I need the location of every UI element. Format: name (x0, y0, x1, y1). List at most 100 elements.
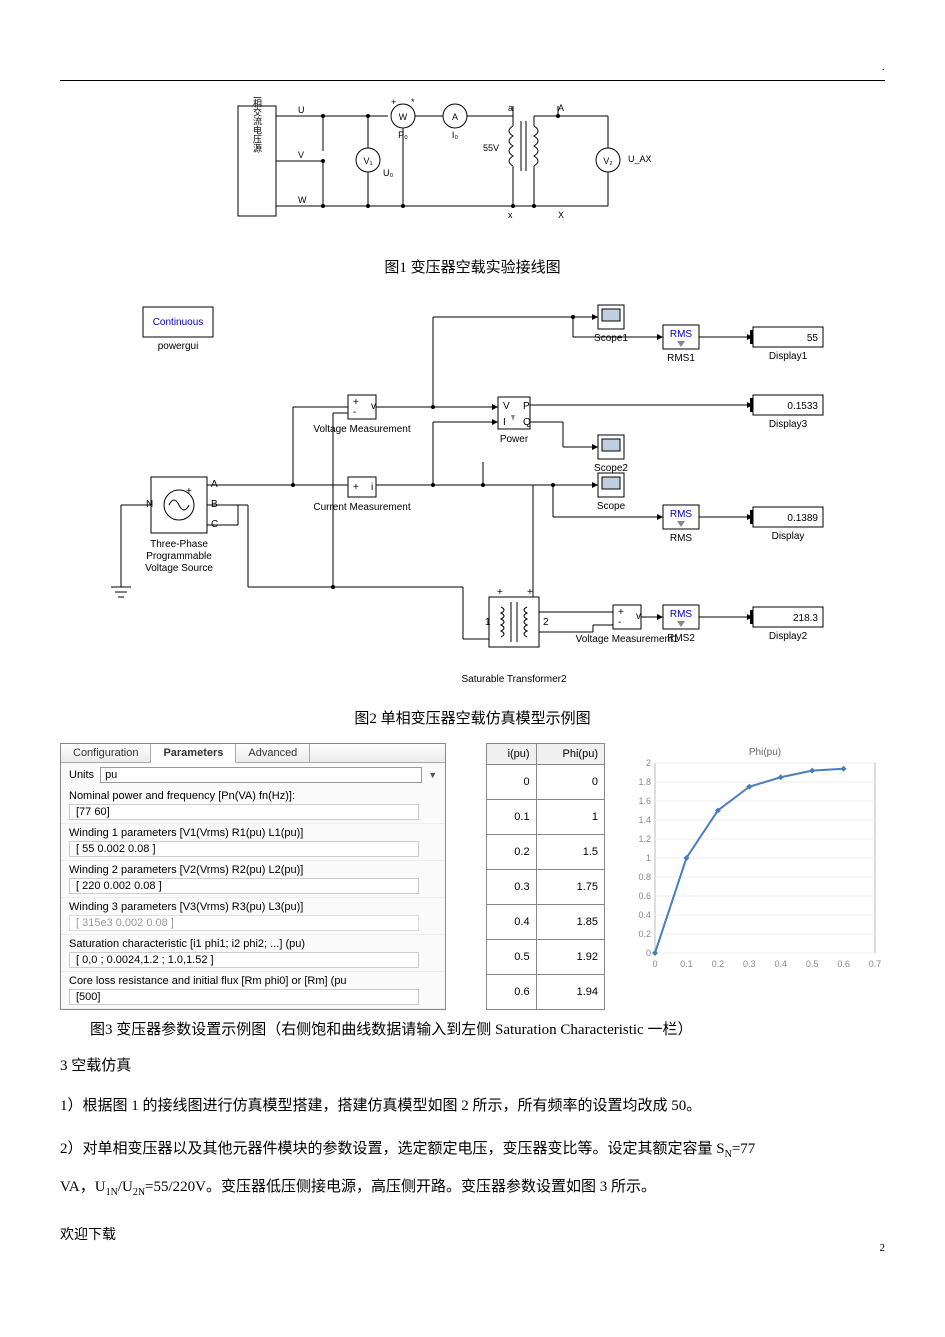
p3-c: =55/220V。变压器低压侧接电源，高压侧开路。变压器参数设置如图 (145, 1179, 600, 1195)
svg-text:Current Measurement: Current Measurement (313, 502, 410, 513)
param-row: Core loss resistance and initial flux [R… (61, 972, 445, 1009)
figure-1: 三相交流电压源 U V W W + * P₀ A I₀ V₁ U₀ a x 55… (60, 96, 885, 246)
p1-freq: 50 (671, 1098, 686, 1114)
svg-text:Power: Power (499, 434, 528, 445)
p3-1n: 1N (106, 1187, 118, 1198)
simulink-diagram: Continuous powergui + N A B C Three-Phas… (93, 287, 853, 697)
p1-c: 所示，所有频率的设置均改成 (469, 1098, 672, 1114)
fig1-cap-num: 1 (399, 260, 407, 276)
svg-text:W: W (398, 112, 407, 122)
svg-text:+: + (353, 482, 359, 493)
svg-text:V: V (298, 150, 304, 160)
param-field[interactable]: [500] (69, 989, 419, 1005)
svg-text:+: + (527, 587, 533, 598)
svg-text:*: * (411, 97, 415, 107)
param-label: Saturation characteristic [i1 phi1; i2 p… (69, 938, 437, 950)
figure-2: Continuous powergui + N A B C Three-Phas… (60, 287, 885, 697)
header-dot: · (882, 65, 885, 76)
p3-b: /U (118, 1179, 133, 1195)
tab-advanced[interactable]: Advanced (236, 744, 310, 762)
svg-text:Programmable: Programmable (146, 551, 212, 562)
units-dropdown[interactable]: pu (100, 767, 422, 783)
svg-text:0: 0 (646, 948, 651, 958)
table-cell: 1 (536, 800, 604, 835)
table-cell: 1.85 (536, 905, 604, 940)
p1-num: 1 (60, 1098, 68, 1114)
svg-text:0: 0 (652, 959, 657, 969)
table-cell: 0.5 (487, 940, 536, 975)
paragraph-3: VA，U1N/U2N=55/220V。变压器低压侧接电源，高压侧开路。变压器参数… (60, 1171, 885, 1204)
fig3-cap-prefix: 图 (90, 1022, 105, 1038)
svg-text:Scope2: Scope2 (594, 463, 628, 474)
svg-text:三相交流电压源: 三相交流电压源 (252, 96, 262, 153)
p1-b: 的接线图进行仿真模型搭建，搭建仿真模型如图 (139, 1098, 462, 1114)
table-cell: 0 (487, 765, 536, 800)
param-label: Winding 3 parameters [V3(Vrms) R3(pu) L3… (69, 901, 437, 913)
svg-text:RMS: RMS (669, 533, 692, 544)
svg-text:i: i (371, 482, 373, 493)
svg-text:0.1: 0.1 (680, 959, 693, 969)
param-field[interactable]: [ 0,0 ; 0.0024,1.2 ; 1.0,1.52 ] (69, 952, 419, 968)
svg-text:RMS1: RMS1 (667, 353, 695, 364)
svg-text:RMS: RMS (669, 329, 692, 340)
svg-text:V: V (503, 401, 510, 412)
tab-configuration[interactable]: Configuration (61, 744, 151, 762)
p1-d: 。 (686, 1098, 701, 1114)
page-number: 2 (880, 1242, 886, 1254)
param-field[interactable]: [ 55 0.002 0.08 ] (69, 841, 419, 857)
svg-text:v: v (371, 401, 376, 412)
units-row: Units pu ▼ (61, 763, 445, 787)
table-row: 0.21.5 (487, 835, 605, 870)
header-rule (60, 80, 885, 81)
table-row: 0.31.75 (487, 870, 605, 905)
svg-text:0.4: 0.4 (638, 910, 651, 920)
svg-text:0.4: 0.4 (774, 959, 787, 969)
svg-text:P: P (523, 401, 530, 412)
svg-text:U₀: U₀ (383, 168, 393, 178)
svg-text:-: - (353, 407, 356, 418)
svg-text:+: + (497, 587, 503, 598)
svg-text:0.3: 0.3 (743, 959, 756, 969)
svg-text:RMS: RMS (669, 509, 692, 520)
sat-col-i: i(pu) (487, 744, 536, 765)
svg-text:Display1: Display1 (768, 351, 807, 362)
svg-text:-: - (618, 617, 621, 628)
table-cell: 0.4 (487, 905, 536, 940)
table-cell: 1.94 (536, 975, 604, 1010)
p1-f1: 1 (131, 1098, 139, 1114)
svg-text:2: 2 (543, 617, 549, 628)
paragraph-1: 1）根据图 1 的接线图进行仿真模型搭建，搭建仿真模型如图 2 所示，所有频率的… (60, 1090, 885, 1123)
svg-text:Voltage Source: Voltage Source (145, 563, 213, 574)
svg-text:1: 1 (485, 617, 491, 628)
param-field[interactable]: [ 220 0.002 0.08 ] (69, 878, 419, 894)
table-cell: 0.2 (487, 835, 536, 870)
p1-f2: 2 (461, 1098, 469, 1114)
table-cell: 1.5 (536, 835, 604, 870)
svg-text:Voltage Measurement1: Voltage Measurement1 (575, 634, 678, 645)
svg-text:0.6: 0.6 (638, 891, 651, 901)
svg-text:1.8: 1.8 (638, 777, 651, 787)
figure-3-caption: 图3 变压器参数设置示例图（右侧饱和曲线数据请输入到左侧 Saturation … (90, 1018, 885, 1039)
param-field: [ 315e3 0.002 0.08 ] (69, 915, 419, 931)
table-row: 00 (487, 765, 605, 800)
svg-text:Q: Q (523, 417, 531, 428)
param-label: Winding 1 parameters [V1(Vrms) R1(pu) L1… (69, 827, 437, 839)
svg-text:0.2: 0.2 (638, 929, 651, 939)
svg-text:v: v (636, 611, 641, 622)
p2-num: 2 (60, 1141, 68, 1157)
saturation-chart: Phi(pu)00.20.40.60.811.21.41.61.8200.10.… (625, 743, 885, 1010)
svg-text:1.6: 1.6 (638, 796, 651, 806)
param-label: Winding 2 parameters [V2(Vrms) R2(pu) L2… (69, 864, 437, 876)
svg-text:A: A (558, 103, 564, 113)
fig1-cap-prefix: 图 (384, 260, 399, 276)
svg-text:Display: Display (771, 531, 804, 542)
svg-text:RMS2: RMS2 (667, 633, 695, 644)
tab-parameters[interactable]: Parameters (151, 744, 236, 763)
table-cell: 0.3 (487, 870, 536, 905)
param-label: Nominal power and frequency [Pn(VA) fn(H… (69, 790, 437, 802)
powergui-text: Continuous (152, 317, 203, 328)
p1-a: ）根据图 (68, 1098, 132, 1114)
units-value: pu (105, 769, 117, 781)
param-field[interactable]: [77 60] (69, 804, 419, 820)
table-row: 0.41.85 (487, 905, 605, 940)
